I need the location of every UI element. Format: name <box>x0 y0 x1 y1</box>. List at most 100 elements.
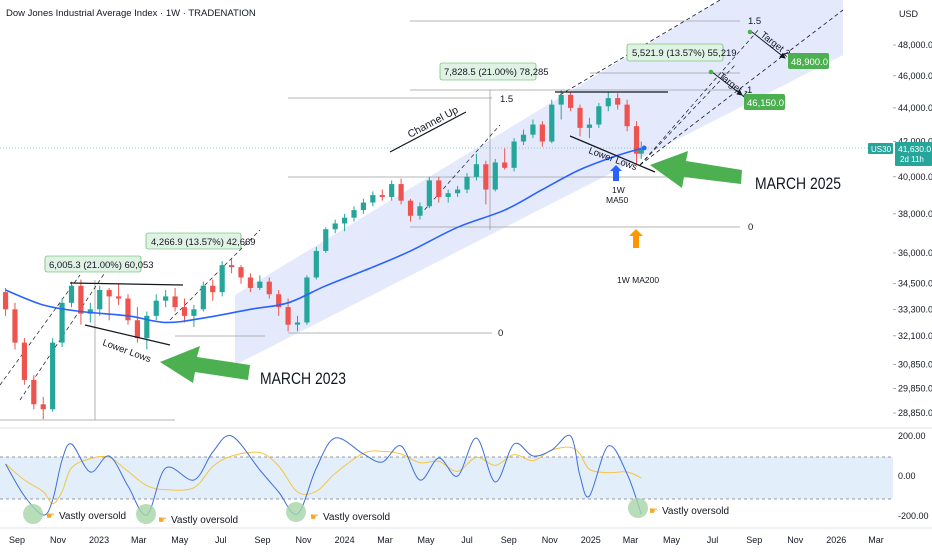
time-tick-label: Jul <box>215 535 227 545</box>
candle-body <box>530 124 536 135</box>
rsi-band <box>0 457 893 499</box>
hand-icon: ☛ <box>310 512 319 523</box>
march-2023-label: MARCH 2023 <box>260 369 346 388</box>
candle-body <box>285 307 291 325</box>
channel-up-arrow <box>389 111 467 153</box>
guide-2023-a <box>0 274 81 386</box>
candle-body <box>68 285 75 303</box>
candle-body <box>106 290 112 297</box>
candle-body <box>59 302 65 343</box>
candle-body <box>638 147 644 154</box>
time-tick-label: Nov <box>542 535 559 545</box>
time-tick-label: Nov <box>50 535 67 545</box>
candle-body <box>492 162 498 190</box>
time-tick-label: May <box>663 535 681 545</box>
guide-2024-a <box>419 124 501 216</box>
guide-2025-b <box>639 64 736 166</box>
candle-body <box>2 292 9 310</box>
time-tick-label: Sep <box>9 535 25 545</box>
levels-layer <box>0 20 893 421</box>
target-1-value: 46,150.0 <box>747 98 784 109</box>
channel-up-band <box>235 0 843 365</box>
measure-2024-full-label: 7,828.5 (21.00%) 78,285 <box>439 62 549 81</box>
pattern-lines <box>69 31 786 346</box>
candle-body <box>50 342 56 410</box>
target-1-dot <box>708 69 714 75</box>
hand-icon: ☛ <box>46 511 55 522</box>
target-2-value: 48,900.0 <box>791 57 828 68</box>
time-tick-label: 2025 <box>581 535 601 545</box>
candle-body <box>266 281 272 295</box>
candle-body <box>605 98 611 107</box>
time-tick-label: Nov <box>787 535 804 545</box>
candle-body <box>191 309 197 316</box>
candle-body <box>464 176 470 190</box>
guide-2023-c <box>169 229 261 321</box>
price-tick-label: 36,000.0 <box>898 248 932 258</box>
measure-2025-partial-text: 5,521.9 (13.57%) 55,219 <box>632 48 737 59</box>
candle-body <box>257 281 263 288</box>
rsi-tick-label: 200.00 <box>898 431 926 441</box>
candle-body <box>520 134 527 142</box>
resistance-2023 <box>69 282 184 286</box>
ma50-label-line2: MA50 <box>606 195 628 205</box>
last-price-box <box>895 142 932 166</box>
oversold-circle-4 <box>628 498 648 518</box>
measure-2023-full-label: 6,005.3 (21.00%) 60,053 <box>44 255 154 273</box>
price-tick-label: 44,000.0 <box>898 103 932 113</box>
price-tick-label: 38,000.0 <box>898 209 932 219</box>
candle-body <box>351 210 357 218</box>
candle-body <box>407 200 414 216</box>
candle-body <box>304 277 310 323</box>
time-tick-label: Mar <box>377 535 393 545</box>
chart-title: Dow Jones Industrial Average Index · 1W … <box>6 8 256 19</box>
measure-2025-partial-label: 5,521.9 (13.57%) 55,219 <box>626 43 737 62</box>
candle-body <box>172 296 178 308</box>
candle-body <box>370 195 376 203</box>
march-2023-arrow <box>160 346 250 383</box>
candle-body <box>323 229 329 251</box>
oversold-label-1: Vastly oversold <box>59 511 126 522</box>
target-2-box <box>788 53 829 69</box>
candle-body <box>624 104 630 127</box>
candle-body <box>134 320 141 339</box>
candle-body <box>228 265 235 268</box>
hand-icon: ☛ <box>649 506 658 517</box>
price-tick-label: 42,000.0 <box>898 137 932 147</box>
price-tick-label: 30,850.0 <box>898 360 932 370</box>
time-tick-label: Sep <box>746 535 762 545</box>
candle-body <box>163 296 169 301</box>
fib-1-5-label-2025: 1.5 <box>748 16 761 27</box>
candle-body <box>398 184 404 201</box>
candle-body <box>615 98 621 105</box>
oversold-marker-2: ☛ Vastly oversold <box>136 504 238 526</box>
fib-1-label-2025: 1 <box>747 85 752 96</box>
rsi-tick-label: 0.00 <box>898 471 916 481</box>
candle-body <box>219 265 225 293</box>
ma50-line <box>5 147 642 324</box>
rsi-tick-label: -200.00 <box>898 511 929 521</box>
candle-body <box>577 107 583 128</box>
candle-body <box>454 189 461 194</box>
oversold-circle-3 <box>286 502 306 522</box>
time-tick-label: 2023 <box>89 535 109 545</box>
ma200-label: 1W MA200 <box>617 275 659 285</box>
candle-body <box>379 195 385 197</box>
rsi-axis: 200.00 0.00 -200.00 <box>898 431 929 521</box>
price-tick-label: 33,300.0 <box>898 304 932 314</box>
candle-body <box>568 94 574 108</box>
candle-body <box>31 379 37 405</box>
oversold-marker-1: ☛ Vastly oversold <box>23 504 126 524</box>
candle-body <box>247 277 254 288</box>
fib-0-label-2024: 0 <box>498 328 503 339</box>
oversold-marker-3: ☛ Vastly oversold <box>286 502 390 523</box>
oversold-circle-1 <box>23 504 43 524</box>
candle-body <box>341 217 348 224</box>
candle-body <box>276 294 282 308</box>
candle-body <box>294 322 301 325</box>
fib-0-label-2025: 0 <box>748 222 753 233</box>
fib-1-5-label-2024: 1.5 <box>500 94 513 105</box>
candle-body <box>511 141 517 168</box>
time-tick-label: Jul <box>461 535 473 545</box>
